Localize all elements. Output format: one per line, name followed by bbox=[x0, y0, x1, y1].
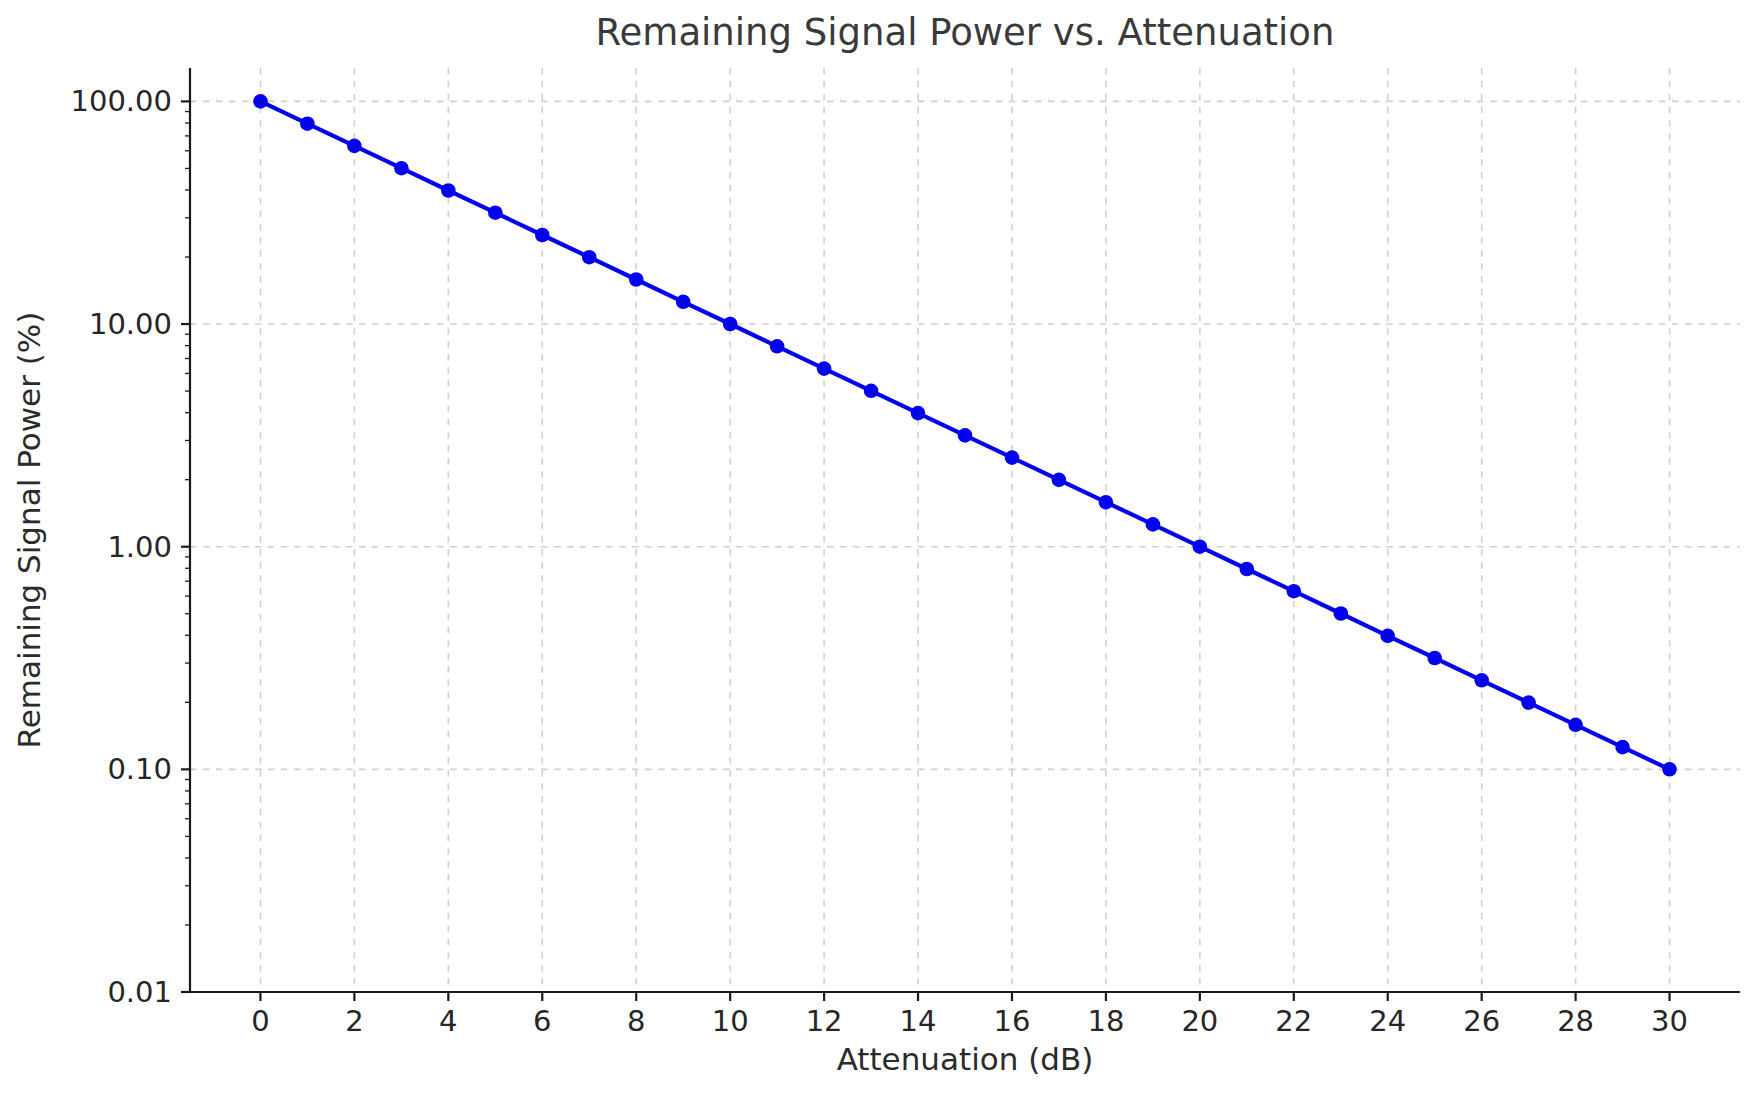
data-point-marker bbox=[582, 250, 597, 265]
tick-label-layer: 024681012141618202224262830100.0010.001.… bbox=[71, 84, 1688, 1038]
data-series-layer bbox=[253, 94, 1677, 777]
x-axis-label: Attenuation (dB) bbox=[837, 1041, 1094, 1077]
data-point-marker bbox=[1287, 584, 1302, 599]
y-tick-label: 100.00 bbox=[71, 84, 172, 118]
data-point-marker bbox=[488, 205, 503, 220]
data-point-marker bbox=[817, 361, 832, 376]
chart-title: Remaining Signal Power vs. Attenuation bbox=[596, 11, 1335, 54]
data-point-marker bbox=[1662, 762, 1677, 777]
line-chart: 024681012141618202224262830100.0010.001.… bbox=[0, 0, 1760, 1101]
data-point-marker bbox=[1334, 606, 1349, 621]
data-point-marker bbox=[1380, 629, 1395, 644]
x-tick-label: 28 bbox=[1557, 1004, 1594, 1038]
y-tick-label: 10.00 bbox=[89, 307, 172, 341]
data-point-marker bbox=[1568, 718, 1583, 733]
spine-layer bbox=[189, 68, 1740, 993]
data-point-marker bbox=[723, 317, 738, 332]
data-point-marker bbox=[629, 272, 644, 287]
chart-figure: 024681012141618202224262830100.0010.001.… bbox=[0, 0, 1760, 1101]
data-point-marker bbox=[1193, 539, 1208, 554]
data-point-marker bbox=[1052, 473, 1067, 488]
data-point-marker bbox=[1240, 562, 1255, 577]
y-tick-label: 0.10 bbox=[107, 752, 172, 786]
data-point-marker bbox=[958, 428, 973, 443]
data-point-marker bbox=[676, 295, 691, 310]
tick-layer bbox=[181, 101, 1670, 1001]
data-point-marker bbox=[253, 94, 268, 109]
data-point-marker bbox=[1427, 651, 1442, 666]
data-point-marker bbox=[1146, 517, 1161, 532]
x-tick-label: 14 bbox=[900, 1004, 937, 1038]
data-point-marker bbox=[394, 161, 409, 176]
data-point-marker bbox=[1474, 673, 1489, 688]
data-point-marker bbox=[770, 339, 785, 354]
data-point-marker bbox=[911, 406, 926, 421]
data-point-marker bbox=[1099, 495, 1114, 510]
data-point-marker bbox=[347, 139, 362, 154]
x-tick-label: 24 bbox=[1369, 1004, 1406, 1038]
x-tick-label: 10 bbox=[712, 1004, 749, 1038]
x-tick-label: 20 bbox=[1181, 1004, 1218, 1038]
x-tick-label: 18 bbox=[1087, 1004, 1124, 1038]
y-tick-label: 1.00 bbox=[107, 530, 172, 564]
x-tick-label: 4 bbox=[439, 1004, 457, 1038]
x-tick-label: 6 bbox=[533, 1004, 551, 1038]
x-tick-label: 8 bbox=[627, 1004, 645, 1038]
x-tick-label: 22 bbox=[1275, 1004, 1312, 1038]
x-tick-label: 0 bbox=[251, 1004, 269, 1038]
data-point-marker bbox=[535, 228, 550, 243]
data-point-marker bbox=[864, 384, 879, 399]
data-point-marker bbox=[1615, 740, 1630, 755]
y-tick-label: 0.01 bbox=[107, 975, 172, 1009]
x-tick-label: 26 bbox=[1463, 1004, 1500, 1038]
data-point-marker bbox=[1005, 450, 1020, 465]
grid-layer bbox=[190, 68, 1740, 992]
x-tick-label: 2 bbox=[345, 1004, 363, 1038]
x-tick-label: 30 bbox=[1651, 1004, 1688, 1038]
x-tick-label: 12 bbox=[806, 1004, 843, 1038]
data-point-marker bbox=[1521, 695, 1536, 710]
data-point-marker bbox=[300, 116, 315, 131]
y-axis-label: Remaining Signal Power (%) bbox=[11, 312, 47, 749]
data-point-marker bbox=[441, 183, 456, 198]
x-tick-label: 16 bbox=[994, 1004, 1031, 1038]
